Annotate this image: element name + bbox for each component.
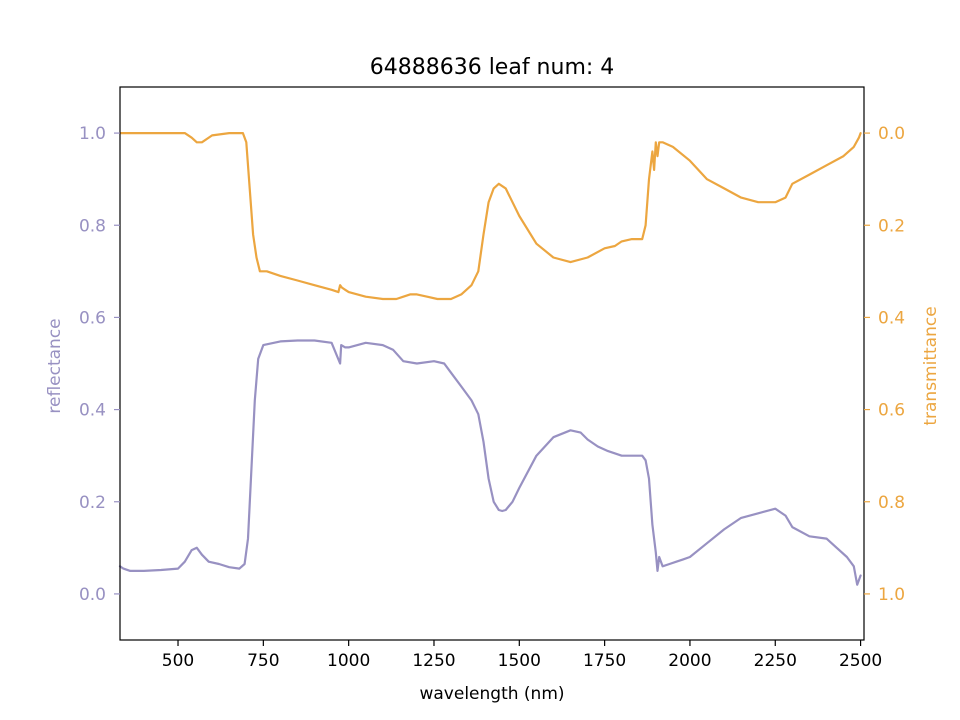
x-tick-label: 2000 — [668, 651, 711, 671]
y-left-tick-label: 1.0 — [79, 124, 106, 144]
y-left-tick-label: 0.8 — [79, 216, 106, 236]
series-line-left — [118, 339, 862, 586]
y-right-tick-label: 1.0 — [878, 585, 905, 605]
y-right-tick-label: 0.2 — [878, 216, 905, 236]
y-axis-left: 0.0 0.2 0.4 0.6 0.8 1.0 — [79, 124, 120, 605]
y-left-tick-label: 0.4 — [79, 401, 106, 421]
plot-frame — [119, 86, 865, 641]
y-axis-left-label: reflectance — [45, 318, 65, 413]
x-tick-label: 1250 — [412, 651, 455, 671]
series-layer — [118, 132, 862, 586]
y-right-tick-label: 0.8 — [878, 493, 905, 513]
x-tick-label: 2250 — [754, 651, 797, 671]
y-axis-right: 0.0 0.2 0.4 0.6 0.8 1.0 — [864, 124, 905, 605]
x-tick-label: 1750 — [583, 651, 626, 671]
plot-area — [118, 86, 865, 641]
x-axis: 500 750 1000 1250 1500 1750 2000 2250 2500 — [162, 640, 882, 671]
x-tick-label: 1500 — [498, 651, 541, 671]
y-left-tick-label: 0.0 — [79, 585, 106, 605]
y-right-tick-label: 0.6 — [878, 401, 905, 421]
y-left-tick-label: 0.6 — [79, 308, 106, 328]
y-left-tick-label: 0.2 — [79, 493, 106, 513]
y-right-tick-label: 0.4 — [878, 308, 905, 328]
x-tick-label: 750 — [247, 651, 279, 671]
x-tick-label: 500 — [162, 651, 194, 671]
x-tick-label: 1000 — [327, 651, 370, 671]
y-axis-right-label: transmittance — [921, 306, 941, 425]
chart-title: 64888636 leaf num: 4 — [370, 55, 615, 80]
series-line-right — [118, 132, 862, 301]
x-tick-label: 2500 — [839, 651, 882, 671]
x-axis-label: wavelength (nm) — [419, 684, 564, 704]
y-right-tick-label: 0.0 — [878, 124, 905, 144]
